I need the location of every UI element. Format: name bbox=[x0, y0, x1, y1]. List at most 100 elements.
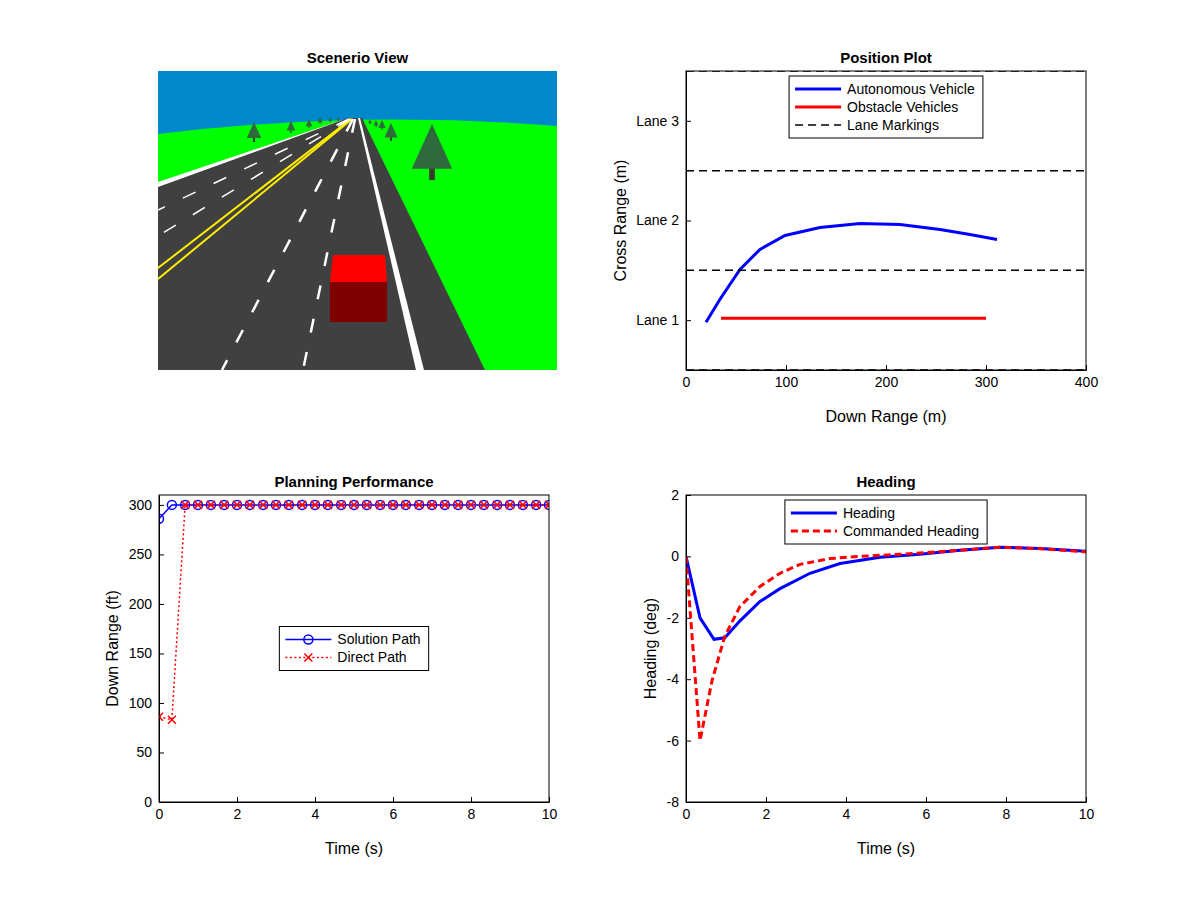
legend: HeadingCommanded Heading bbox=[785, 500, 987, 544]
legend-label: Heading bbox=[843, 505, 895, 521]
legend-sample bbox=[795, 124, 841, 126]
legend-label: Direct Path bbox=[337, 649, 406, 665]
y-tick-mark bbox=[159, 505, 164, 506]
tree-crown bbox=[412, 124, 452, 169]
marker bbox=[415, 501, 423, 509]
y-tick-label: 50 bbox=[136, 744, 152, 760]
legend-box bbox=[279, 627, 428, 671]
x-tick-label: 10 bbox=[542, 806, 558, 822]
road-edge bbox=[158, 118, 348, 187]
tree bbox=[412, 124, 452, 180]
obstacle-front bbox=[330, 282, 387, 322]
chart-panel: 0100200300400Lane 1Lane 2Lane 3Position … bbox=[612, 49, 1098, 425]
x-tick: 10 bbox=[542, 797, 558, 822]
x-tick-label: 400 bbox=[1075, 374, 1099, 390]
panel-title: Heading bbox=[856, 473, 915, 490]
y-axis: -8-6-4-202 bbox=[667, 487, 691, 810]
x-tick: 100 bbox=[775, 365, 799, 390]
y-tick-mark bbox=[159, 752, 164, 753]
scene-panel: Scenerio View bbox=[158, 49, 557, 370]
marker bbox=[454, 501, 462, 509]
x-tick-mark bbox=[786, 365, 787, 370]
series-line bbox=[159, 505, 549, 720]
tree-crown bbox=[368, 119, 372, 123]
tree bbox=[247, 122, 261, 142]
marker bbox=[159, 713, 163, 721]
legend: Solution PathDirect Path bbox=[279, 627, 428, 671]
y-tick-mark bbox=[159, 703, 164, 704]
y-tick-label: Lane 1 bbox=[636, 312, 679, 328]
x-tick: 300 bbox=[975, 365, 999, 390]
marker bbox=[389, 501, 397, 509]
marker bbox=[480, 501, 488, 509]
x-tick: 4 bbox=[312, 797, 320, 822]
legend-label: Autonomous Vehicle bbox=[847, 81, 975, 97]
marker bbox=[298, 501, 306, 509]
chart-panel: 0246810050100150200250300Planning Perfor… bbox=[104, 473, 557, 857]
plot-area bbox=[159, 500, 549, 723]
tree-crown bbox=[385, 123, 398, 137]
marker bbox=[402, 501, 410, 509]
panel-title: Position Plot bbox=[840, 49, 932, 66]
marker bbox=[363, 501, 371, 509]
y-tick-mark bbox=[159, 554, 164, 555]
marker bbox=[532, 501, 540, 509]
plot-background bbox=[686, 495, 1086, 802]
x-tick-label: 200 bbox=[875, 374, 899, 390]
y-tick-label: -8 bbox=[667, 794, 680, 810]
marker bbox=[272, 501, 280, 509]
x-tick-label: 4 bbox=[312, 806, 320, 822]
y-tick: Lane 3 bbox=[636, 113, 691, 129]
tree-trunk bbox=[330, 121, 331, 122]
marker bbox=[493, 501, 501, 509]
legend-sample bbox=[285, 639, 331, 641]
marker bbox=[220, 501, 228, 509]
x-tick-label: 2 bbox=[234, 806, 242, 822]
x-tick: 6 bbox=[390, 797, 398, 822]
x-axis-title: Down Range (m) bbox=[826, 408, 947, 425]
tree-trunk bbox=[320, 122, 321, 124]
series-line bbox=[159, 505, 549, 519]
x-tick-label: 8 bbox=[1003, 806, 1011, 822]
obstacle-top bbox=[330, 255, 387, 282]
plot-background bbox=[159, 495, 549, 802]
y-tick-label: 250 bbox=[129, 546, 153, 562]
y-tick-label: 150 bbox=[129, 645, 153, 661]
legend-sample bbox=[795, 106, 841, 109]
legend-label: Obstacle Vehicles bbox=[847, 99, 958, 115]
marker bbox=[428, 501, 436, 509]
marker bbox=[246, 501, 254, 509]
plot-area bbox=[686, 71, 1086, 370]
y-tick: -6 bbox=[667, 733, 691, 749]
y-tick-mark bbox=[686, 679, 691, 680]
marker bbox=[304, 654, 312, 662]
legend-sample bbox=[795, 88, 841, 91]
plot-frame bbox=[686, 71, 1086, 370]
x-tick-label: 0 bbox=[683, 374, 691, 390]
lane-dash bbox=[303, 119, 355, 370]
y-tick-label: 100 bbox=[129, 695, 153, 711]
x-tick-label: 2 bbox=[763, 806, 771, 822]
y-tick-mark bbox=[686, 320, 691, 321]
series-line bbox=[686, 547, 1086, 740]
y-tick-mark bbox=[159, 604, 164, 605]
y-tick-label: -4 bbox=[667, 671, 680, 687]
panel-title: Scenerio View bbox=[307, 49, 409, 66]
x-tick: 400 bbox=[1075, 365, 1099, 390]
tree-crown bbox=[287, 121, 296, 131]
x-tick-mark bbox=[393, 797, 394, 802]
x-tick: 4 bbox=[843, 797, 851, 822]
tree bbox=[317, 117, 322, 124]
x-tick: 6 bbox=[923, 797, 931, 822]
marker bbox=[311, 501, 319, 509]
x-tick: 2 bbox=[234, 797, 242, 822]
x-tick-label: 4 bbox=[843, 806, 851, 822]
x-tick-label: 100 bbox=[775, 374, 799, 390]
marker bbox=[181, 501, 189, 509]
tree-crown bbox=[306, 119, 312, 126]
road-edge bbox=[358, 118, 424, 370]
center-line bbox=[158, 119, 352, 279]
x-axis: 0246810 bbox=[156, 797, 558, 822]
marker bbox=[324, 501, 332, 509]
tree bbox=[385, 123, 398, 141]
